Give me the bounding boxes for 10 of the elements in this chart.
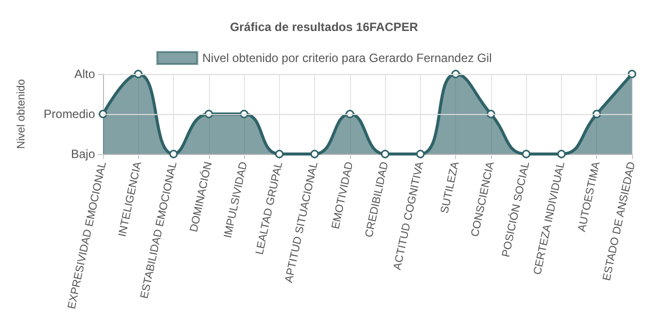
legend-label: Nivel obtenido por criterio para Gerardo Fernandez Gil bbox=[202, 51, 492, 65]
x-tick-label: POSICIÓN SOCIAL bbox=[499, 160, 532, 258]
y-axis-title: Nivel obtenido bbox=[16, 79, 28, 149]
chart-title: Gráfica de resultados 16FACPER bbox=[230, 20, 418, 34]
category-label: Alto bbox=[74, 67, 95, 81]
x-tick-label: ESTADO DE ANSIEDAD bbox=[600, 160, 638, 282]
category-label: Promedio bbox=[44, 107, 95, 121]
x-tick-label: LEALTAD GRUPAL bbox=[254, 160, 286, 256]
category-label: Bajo bbox=[70, 147, 95, 161]
x-tick-label: SUTILEZA bbox=[438, 160, 462, 215]
